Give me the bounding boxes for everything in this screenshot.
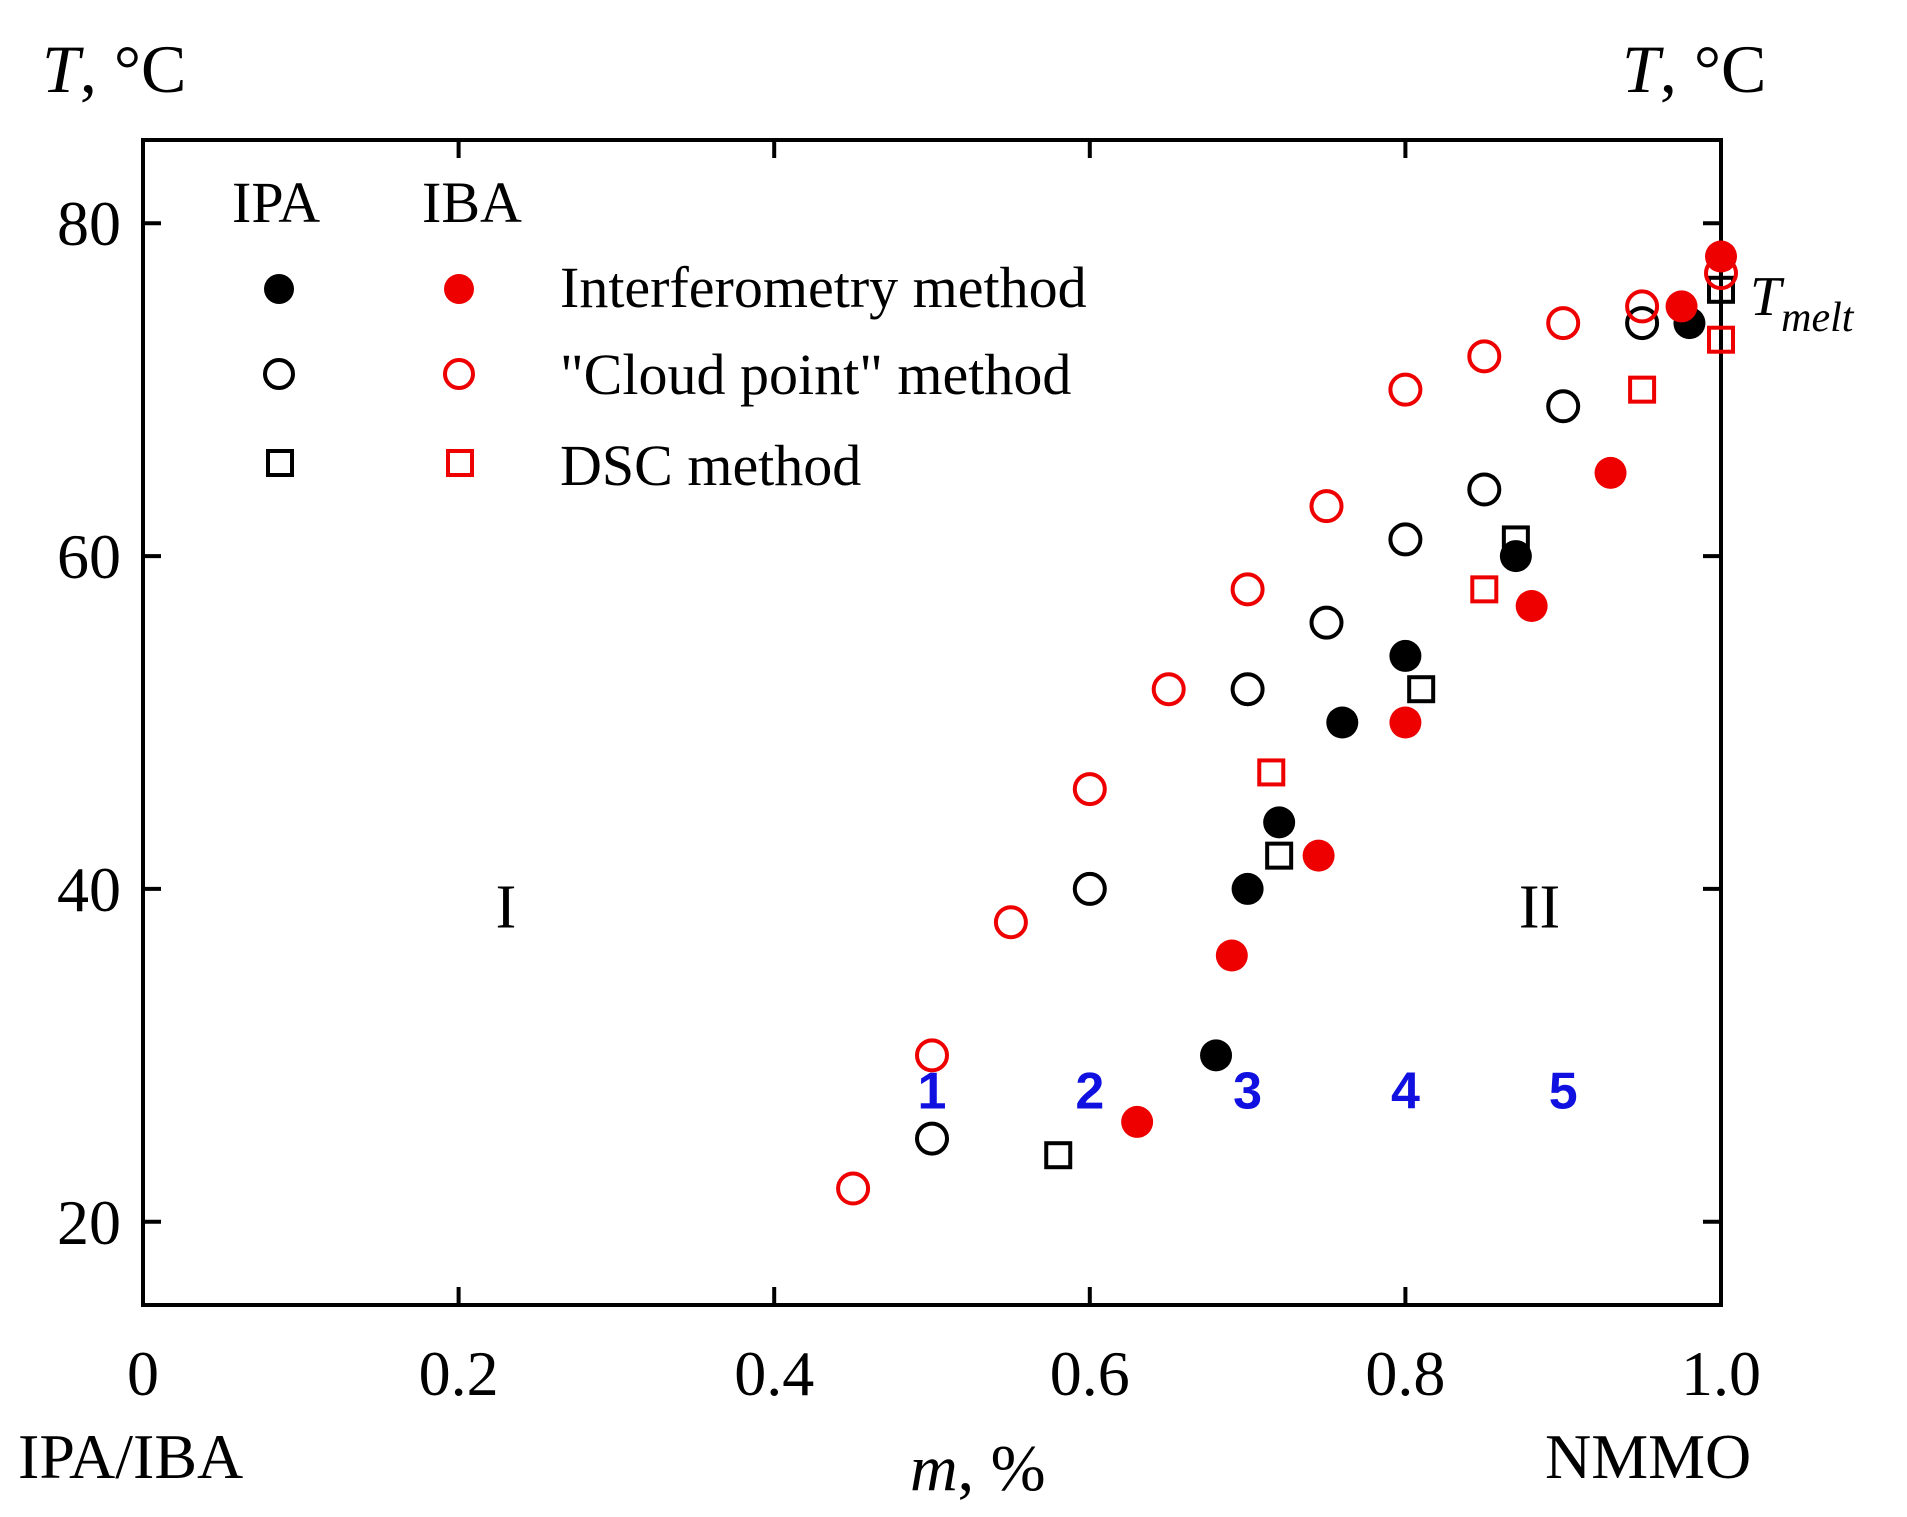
data-point-ipa-circle-open [915, 1121, 949, 1156]
x-tick-label: 0.2 [419, 1338, 499, 1409]
data-point-ipa-circle-open [1388, 522, 1423, 557]
data-point-ipa-circle-filled [1389, 639, 1422, 672]
legend-ipa-filled-circle-marker [264, 274, 294, 304]
y-tick-label: 40 [57, 854, 121, 925]
data-point-ipa-circle-filled [1326, 706, 1359, 739]
data-point-ipa-circle-filled [1231, 872, 1264, 905]
x-tick-label: 0 [127, 1338, 159, 1409]
data-point-ipa-circle-open [1309, 605, 1344, 640]
data-point-ipa-square-open [1407, 675, 1436, 704]
data-point-ipa-circle-filled [1263, 806, 1296, 839]
data-point-iba-circle-open [1072, 772, 1107, 807]
legend-iba-square-marker [446, 449, 474, 477]
axis-ticks: 0 0.2 0.4 0.6 0.8 1.0 20 40 60 80 [57, 140, 1761, 1409]
data-point-ipa-square-open [1707, 275, 1735, 304]
data-point-ipa-square-open [1501, 525, 1530, 554]
data-point-iba-circle-open [1230, 572, 1265, 607]
data-point-iba-circle-filled [1389, 706, 1422, 739]
data-point-ipa-circle-filled [1200, 1039, 1233, 1072]
x-right-end-label: NMMO [1545, 1421, 1751, 1492]
data-point-iba-circle-open [1704, 256, 1738, 291]
y-axis-label-right: T, °C [1622, 31, 1766, 107]
data-point-iba-circle-filled [1594, 456, 1627, 489]
legend-label-interferometry: Interferometry method [560, 255, 1087, 320]
data-point-ipa-circle-open [1072, 871, 1107, 906]
y-tick-label: 20 [57, 1187, 121, 1258]
legend-header-iba: IBA [422, 170, 522, 235]
composition-number-3: 3 [1233, 1063, 1262, 1121]
data-point-iba-circle-filled [1121, 1105, 1154, 1138]
legend-header-ipa: IPA [232, 170, 320, 235]
data-points [836, 240, 1738, 1206]
composition-number-5: 5 [1549, 1063, 1578, 1121]
data-point-iba-circle-open [1467, 339, 1502, 374]
data-point-iba-circle-open [1546, 306, 1581, 341]
data-point-iba-circle-filled [1302, 839, 1335, 872]
data-point-iba-circle-filled [1215, 939, 1248, 972]
legend-iba-open-circle-marker [443, 358, 475, 390]
data-point-iba-circle-open [1625, 289, 1660, 324]
legend-ipa-square-marker [266, 449, 294, 477]
data-point-iba-circle-open [1388, 372, 1423, 407]
x-tick-label: 0.6 [1050, 1338, 1130, 1409]
legend-iba-filled-circle-marker [444, 274, 474, 304]
data-point-ipa-circle-open [1625, 306, 1660, 341]
data-point-ipa-circle-open [1467, 472, 1502, 507]
y-tick-label: 60 [57, 521, 121, 592]
tmelt-label: Tmelt [1750, 266, 1855, 341]
data-point-iba-square-open [1707, 325, 1735, 354]
data-point-ipa-circle-open [1546, 389, 1581, 424]
region-label-i: I [496, 874, 517, 942]
data-point-iba-circle-filled [1665, 290, 1698, 323]
data-point-iba-square-open [1628, 375, 1657, 404]
composition-number-2: 2 [1075, 1063, 1104, 1121]
legend-label-dsc: DSC method [560, 433, 861, 498]
x-tick-label: 1.0 [1681, 1338, 1761, 1409]
data-point-iba-circle-open [1309, 489, 1344, 524]
data-point-iba-circle-open [1151, 672, 1186, 707]
x-tick-label: 0.4 [734, 1338, 814, 1409]
data-point-ipa-circle-filled [1499, 540, 1532, 573]
x-axis-label: m, % [910, 1432, 1046, 1505]
legend-label-cloud-point: "Cloud point" method [560, 342, 1071, 407]
data-point-ipa-square-open [1044, 1141, 1073, 1170]
legend: IPA IBA Interferometry method "Cloud poi… [232, 170, 1087, 498]
data-point-iba-square-open [1470, 575, 1499, 604]
legend-ipa-open-circle-marker [263, 358, 295, 390]
x-left-end-label: IPA/IBA [18, 1421, 243, 1492]
data-point-iba-square-open [1257, 758, 1286, 787]
composition-number-4: 4 [1391, 1063, 1420, 1121]
data-point-iba-circle-open [915, 1038, 949, 1073]
region-label-ii: II [1519, 874, 1560, 942]
data-point-ipa-circle-open [1230, 672, 1265, 707]
data-point-ipa-square-open [1265, 841, 1294, 870]
x-tick-label: 0.8 [1365, 1338, 1445, 1409]
plot-frame [141, 138, 1723, 1307]
data-point-iba-circle-open [836, 1171, 871, 1206]
y-axis-label-left: T, °C [42, 31, 186, 107]
y-tick-label: 80 [57, 188, 121, 259]
data-point-iba-circle-filled [1515, 590, 1548, 622]
data-point-iba-circle-open [993, 905, 1028, 940]
